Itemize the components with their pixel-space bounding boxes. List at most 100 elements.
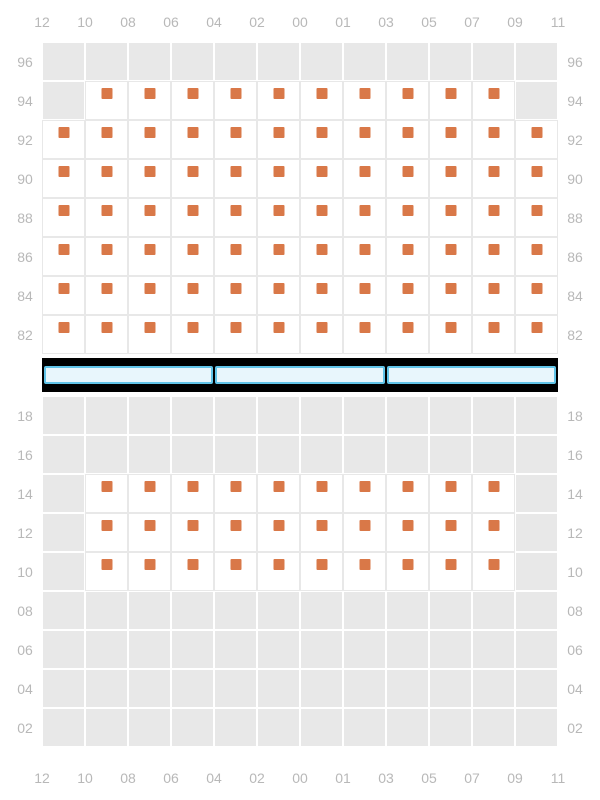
seat[interactable] [300,198,343,237]
seat[interactable] [257,159,300,198]
seat[interactable] [472,120,515,159]
seat[interactable] [300,474,343,513]
seat[interactable] [42,237,85,276]
seat[interactable] [171,120,214,159]
seat[interactable] [128,120,171,159]
seat[interactable] [300,315,343,354]
seat[interactable] [128,159,171,198]
seat[interactable] [300,237,343,276]
seat[interactable] [429,198,472,237]
seat[interactable] [85,474,128,513]
seat[interactable] [515,315,558,354]
seat[interactable] [343,552,386,591]
seat[interactable] [128,315,171,354]
seat[interactable] [257,315,300,354]
seat[interactable] [386,315,429,354]
seat[interactable] [257,474,300,513]
seat[interactable] [171,474,214,513]
seat[interactable] [386,237,429,276]
seat[interactable] [171,198,214,237]
seat[interactable] [429,474,472,513]
seat[interactable] [85,315,128,354]
seat[interactable] [171,237,214,276]
seat[interactable] [472,474,515,513]
seat[interactable] [214,315,257,354]
seat[interactable] [85,552,128,591]
seat[interactable] [386,198,429,237]
seat[interactable] [429,552,472,591]
seat[interactable] [472,237,515,276]
seat[interactable] [85,276,128,315]
seat[interactable] [515,198,558,237]
seat[interactable] [214,552,257,591]
seat[interactable] [429,237,472,276]
seat[interactable] [171,276,214,315]
seat[interactable] [85,513,128,552]
seat[interactable] [343,198,386,237]
seat[interactable] [85,81,128,120]
seat[interactable] [472,315,515,354]
seat[interactable] [343,120,386,159]
seat[interactable] [214,474,257,513]
seat[interactable] [257,513,300,552]
seat[interactable] [85,237,128,276]
seat[interactable] [85,159,128,198]
seat[interactable] [343,159,386,198]
seat[interactable] [214,159,257,198]
seat[interactable] [515,237,558,276]
seat[interactable] [257,120,300,159]
seat[interactable] [343,81,386,120]
seat[interactable] [42,159,85,198]
seat[interactable] [257,276,300,315]
seat[interactable] [429,81,472,120]
seat[interactable] [343,315,386,354]
seat[interactable] [257,81,300,120]
seat[interactable] [429,120,472,159]
seat[interactable] [343,513,386,552]
seat[interactable] [85,198,128,237]
seat[interactable] [472,513,515,552]
seat[interactable] [128,81,171,120]
seat[interactable] [171,513,214,552]
seat[interactable] [472,159,515,198]
seat[interactable] [128,198,171,237]
seat[interactable] [42,315,85,354]
seat[interactable] [85,120,128,159]
seat[interactable] [515,159,558,198]
seat[interactable] [343,276,386,315]
seat[interactable] [42,120,85,159]
seat[interactable] [128,237,171,276]
seat[interactable] [386,474,429,513]
seat[interactable] [386,276,429,315]
seat[interactable] [300,513,343,552]
seat[interactable] [171,159,214,198]
seat[interactable] [42,276,85,315]
seat[interactable] [386,120,429,159]
seat[interactable] [472,81,515,120]
seat[interactable] [300,120,343,159]
seat[interactable] [429,276,472,315]
seat[interactable] [257,552,300,591]
seat[interactable] [300,276,343,315]
seat[interactable] [42,198,85,237]
seat[interactable] [171,315,214,354]
seat[interactable] [386,552,429,591]
seat[interactable] [515,276,558,315]
seat[interactable] [128,276,171,315]
seat[interactable] [171,552,214,591]
seat[interactable] [343,237,386,276]
seat[interactable] [214,81,257,120]
seat[interactable] [171,81,214,120]
seat[interactable] [257,237,300,276]
seat[interactable] [429,159,472,198]
seat[interactable] [386,513,429,552]
seat[interactable] [515,120,558,159]
seat[interactable] [300,552,343,591]
seat[interactable] [257,198,300,237]
seat[interactable] [386,159,429,198]
seat[interactable] [128,552,171,591]
seat[interactable] [472,198,515,237]
seat[interactable] [343,474,386,513]
seat[interactable] [472,276,515,315]
seat[interactable] [429,315,472,354]
